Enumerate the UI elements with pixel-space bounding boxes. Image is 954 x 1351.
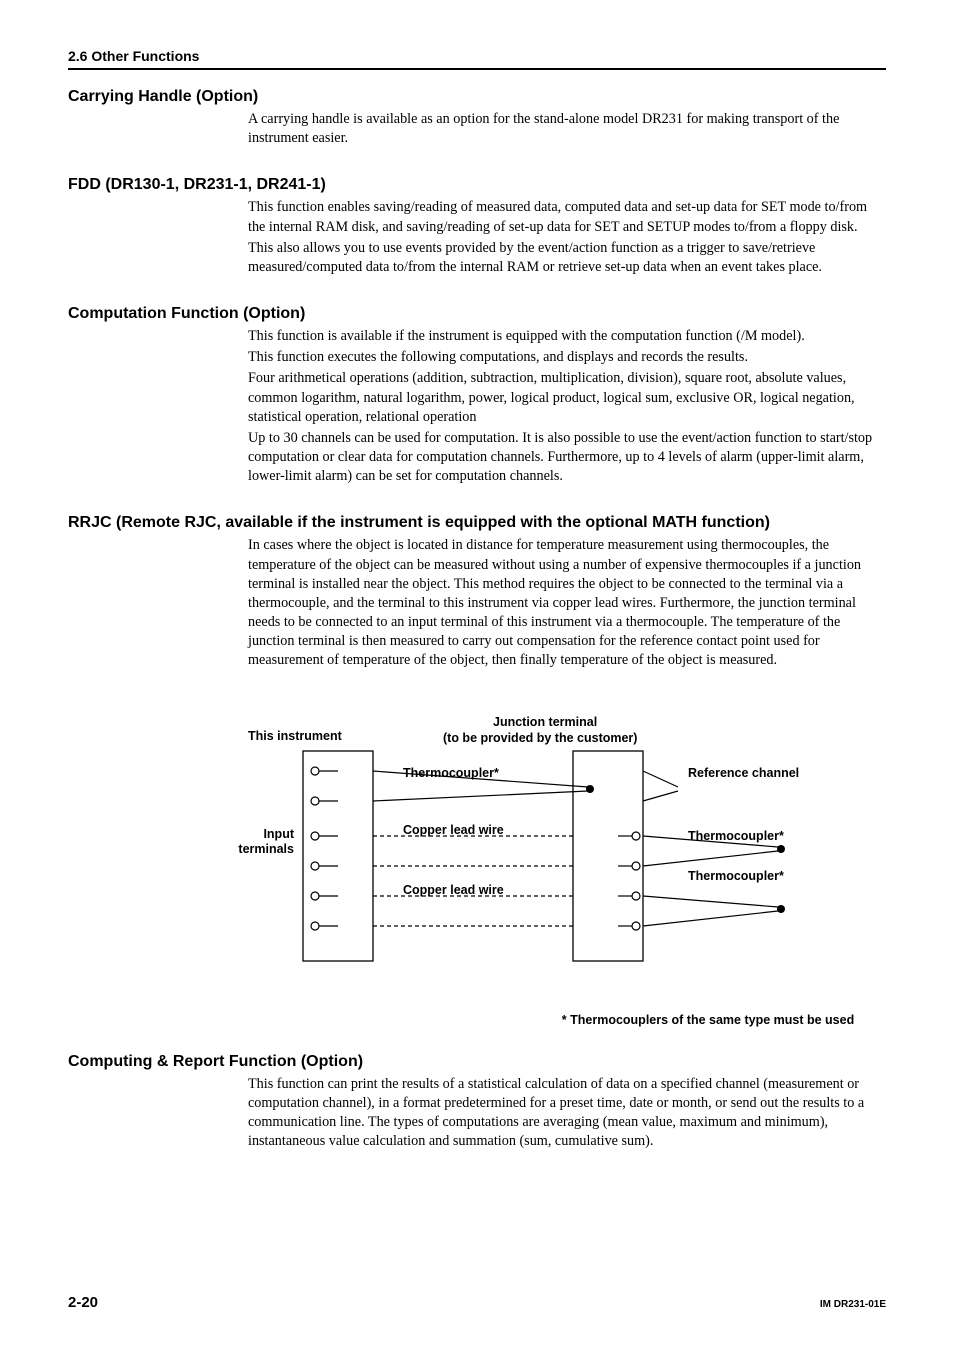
para: A carrying handle is available as an opt…	[248, 110, 886, 148]
diagram-canvas: This instrument Junction terminal (to be…	[248, 711, 888, 1001]
para: This function enables saving/reading of …	[248, 198, 886, 236]
body-fdd: This function enables saving/reading of …	[248, 198, 886, 277]
heading-computation: Computation Function (Option)	[68, 305, 886, 323]
para: Four arithmetical operations (addition, …	[248, 369, 886, 427]
heading-rrjc: RRJC (Remote RJC, available if the instr…	[68, 514, 886, 532]
body-carrying-handle: A carrying handle is available as an opt…	[248, 110, 886, 148]
para: This function can print the results of a…	[248, 1075, 886, 1152]
rrjc-diagram: This instrument Junction terminal (to be…	[248, 711, 886, 1027]
page-number: 2-20	[68, 1294, 98, 1311]
body-rrjc: In cases where the object is located in …	[248, 536, 886, 670]
page-footer: 2-20 IM DR231-01E	[68, 1294, 886, 1311]
heading-fdd: FDD (DR130-1, DR231-1, DR241-1)	[68, 176, 886, 194]
document-id: IM DR231-01E	[820, 1299, 886, 1310]
heading-computing-report: Computing & Report Function (Option)	[68, 1053, 886, 1071]
para: In cases where the object is located in …	[248, 536, 886, 670]
heading-carrying-handle: Carrying Handle (Option)	[68, 88, 886, 106]
diagram-svg	[248, 711, 888, 1001]
diagram-footnote: * Thermocouplers of the same type must b…	[428, 1013, 954, 1027]
box-junction	[573, 751, 643, 961]
page: 2.6 Other Functions Carrying Handle (Opt…	[0, 0, 954, 1351]
running-head: 2.6 Other Functions	[68, 48, 886, 70]
body-computation: This function is available if the instru…	[248, 327, 886, 486]
para: This function is available if the instru…	[248, 327, 886, 346]
para: This also allows you to use events provi…	[248, 239, 886, 277]
para: This function executes the following com…	[248, 348, 886, 367]
para: Up to 30 channels can be used for comput…	[248, 429, 886, 487]
body-computing-report: This function can print the results of a…	[248, 1075, 886, 1152]
